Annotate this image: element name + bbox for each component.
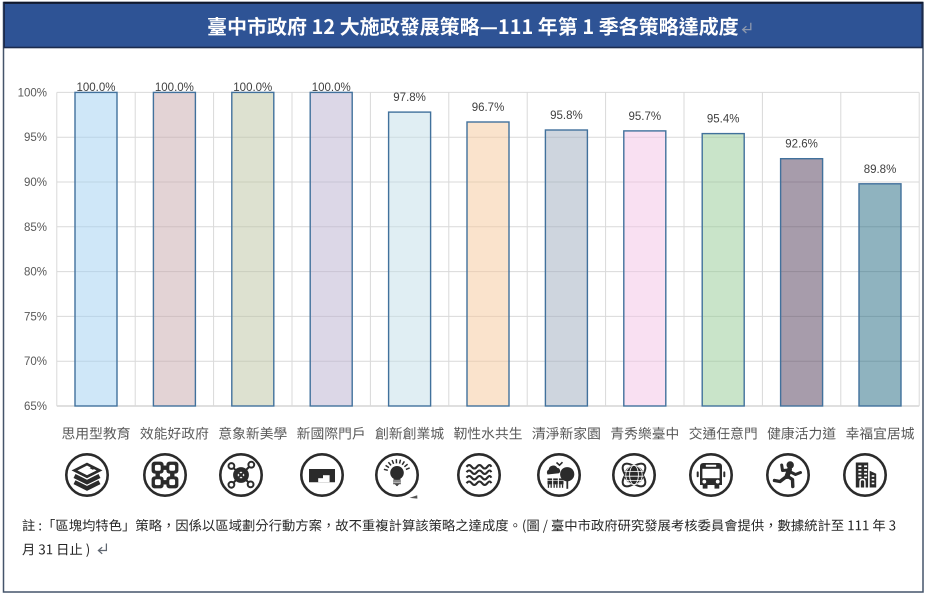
svg-text:97.8%: 97.8% xyxy=(393,92,426,104)
svg-text:70%: 70% xyxy=(24,356,47,368)
svg-text:100%: 100% xyxy=(18,87,47,99)
svg-text:100.0%: 100.0% xyxy=(76,82,115,94)
svg-text:65%: 65% xyxy=(24,401,47,413)
svg-text:95.8%: 95.8% xyxy=(550,110,583,122)
svg-text:75%: 75% xyxy=(24,311,47,323)
svg-text:95.4%: 95.4% xyxy=(707,114,740,126)
svg-text:100.0%: 100.0% xyxy=(155,82,194,94)
svg-text:96.7%: 96.7% xyxy=(472,102,505,114)
svg-text:100.0%: 100.0% xyxy=(312,82,351,94)
svg-text:89.8%: 89.8% xyxy=(864,164,897,176)
svg-text:95.7%: 95.7% xyxy=(628,111,661,123)
svg-text:80%: 80% xyxy=(24,267,47,279)
svg-text:85%: 85% xyxy=(24,222,47,234)
svg-text:100.0%: 100.0% xyxy=(233,82,272,94)
svg-text:92.6%: 92.6% xyxy=(785,139,818,151)
svg-text:95%: 95% xyxy=(24,132,47,144)
svg-text:90%: 90% xyxy=(24,177,47,189)
